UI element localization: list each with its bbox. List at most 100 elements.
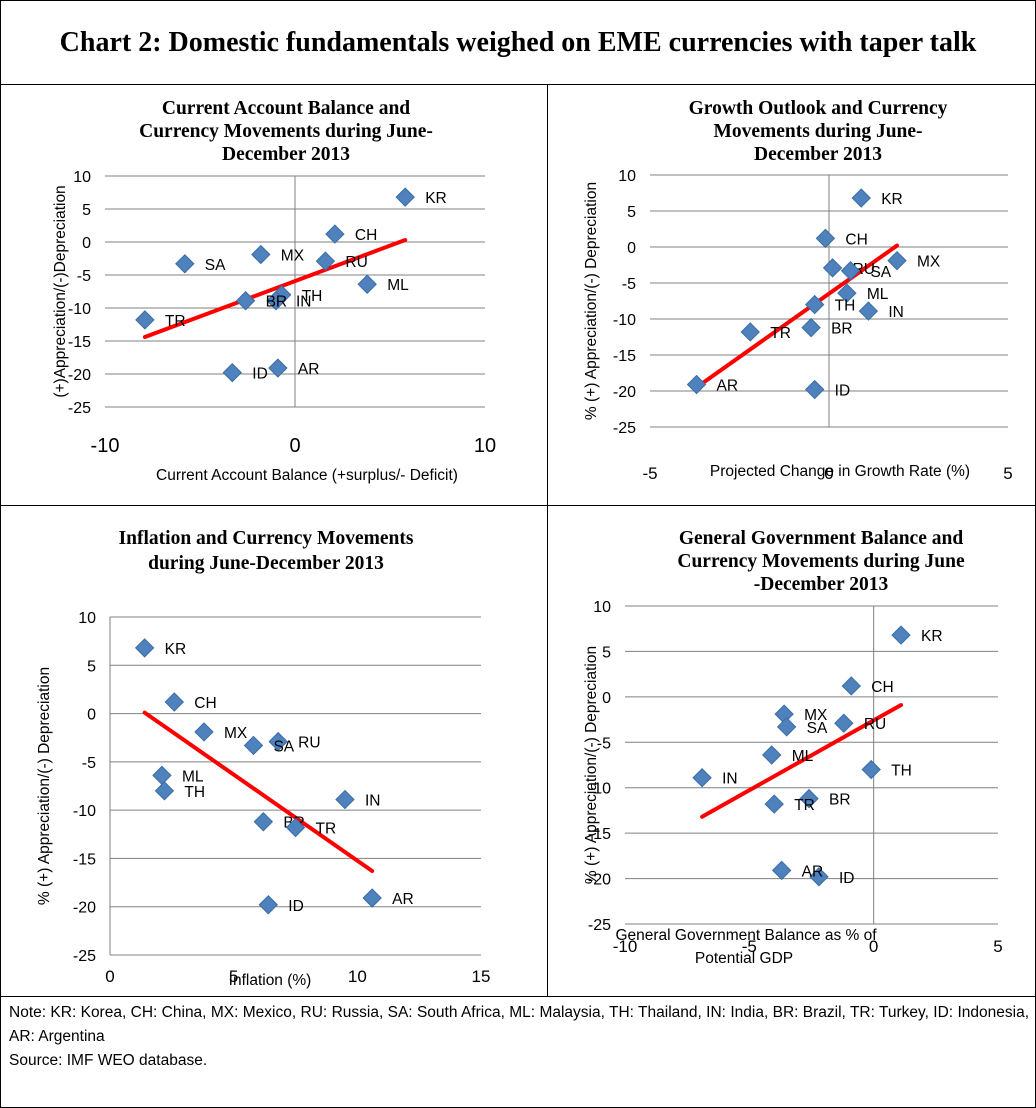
chart-title-line: during June-December 2013 — [148, 553, 384, 574]
chart-title-line: December 2013 — [754, 144, 882, 165]
y-tick-label: -15 — [588, 826, 611, 843]
data-point-ar — [362, 888, 382, 908]
point-label-kr: KR — [881, 191, 903, 208]
y-tick-label: -5 — [82, 755, 96, 772]
data-point-ml — [152, 765, 172, 786]
point-label-tr: TR — [794, 797, 815, 814]
point-label-sa: SA — [807, 720, 828, 737]
data-point-ml — [357, 274, 377, 294]
data-point-kr — [851, 188, 871, 208]
point-label-in: IN — [722, 771, 738, 788]
x-tick-label: -5 — [642, 464, 657, 483]
y-tick-label: -25 — [613, 420, 636, 437]
y-tick-label: -10 — [73, 803, 96, 820]
point-label-ru: RU — [298, 735, 320, 752]
data-point-tr — [285, 817, 306, 838]
data-point-ch — [164, 692, 185, 712]
x-tick-label: -10 — [613, 937, 638, 956]
data-point-ch — [841, 676, 861, 696]
data-point-br — [253, 812, 274, 832]
y-tick-label: 10 — [618, 168, 636, 185]
y-tick-label: 10 — [78, 610, 96, 627]
data-point-ru — [315, 251, 336, 271]
point-label-ru: RU — [853, 261, 875, 278]
point-label-tr: TR — [316, 821, 337, 838]
trendline — [142, 710, 375, 873]
data-point-sa — [776, 717, 797, 737]
point-label-mx: MX — [224, 725, 248, 742]
main-title: Chart 2: Domestic fundamentals weighed o… — [1, 1, 1035, 85]
point-label-id: ID — [835, 383, 851, 400]
x-axis-label: Current Account Balance (+surplus/- Defi… — [156, 467, 458, 484]
chart-title-line: Movements during June- — [713, 121, 922, 142]
y-tick-label: -25 — [68, 400, 91, 417]
data-point-ar — [686, 374, 707, 395]
y-tick-label: -5 — [622, 276, 636, 293]
x-tick-label: 5 — [1003, 464, 1012, 483]
y-axis-label: % (+) Appreciation/(-) Depreciation — [36, 667, 53, 905]
chart-title-line: Currency Movements during June — [677, 551, 965, 572]
point-label-ml: ML — [182, 768, 204, 785]
point-label-in: IN — [365, 793, 381, 810]
data-point-in — [858, 301, 879, 321]
y-tick-label: 10 — [593, 599, 611, 616]
y-tick-label: -25 — [73, 948, 96, 965]
x-tick-label: -5 — [742, 937, 757, 956]
point-label-id: ID — [288, 898, 304, 915]
point-label-th: TH — [891, 763, 912, 780]
y-tick-label: -25 — [588, 917, 611, 934]
data-point-kr — [891, 625, 911, 645]
data-point-id — [222, 362, 243, 383]
point-label-ml: ML — [867, 286, 889, 303]
y-tick-label: 0 — [627, 240, 636, 257]
point-label-br: BR — [831, 321, 853, 338]
data-point-ch — [325, 224, 345, 244]
y-axis-label: (+)Appreciation/(-)Depreciation — [52, 185, 69, 397]
point-label-in: IN — [888, 304, 904, 321]
x-tick-label: 10 — [348, 967, 367, 986]
x-tick-label: 0 — [869, 937, 878, 956]
x-tick-label: 10 — [474, 435, 496, 457]
y-tick-label: 0 — [87, 707, 96, 724]
data-point-ru — [822, 258, 843, 278]
point-label-th: TH — [302, 288, 323, 305]
point-label-mx: MX — [281, 248, 305, 265]
x-tick-label: 5 — [993, 937, 1002, 956]
data-point-kr — [134, 638, 155, 658]
point-label-ch: CH — [845, 231, 867, 248]
panel-government-balance: General Government Balance and Currency M… — [548, 506, 1035, 997]
y-tick-label: 0 — [602, 690, 611, 707]
data-point-th — [154, 781, 175, 801]
y-tick-label: 5 — [87, 658, 96, 675]
chart-title-line: Growth Outlook and Currency — [689, 98, 948, 119]
y-tick-label: -10 — [588, 781, 611, 798]
x-axis-label: General Government Balance as % of — [615, 927, 877, 944]
point-label-id: ID — [839, 870, 855, 887]
chart-title-line: December 2013 — [222, 144, 350, 165]
y-tick-label: -15 — [68, 334, 91, 351]
data-point-ar — [268, 358, 288, 378]
y-tick-label: -5 — [597, 735, 611, 752]
y-tick-label: 10 — [73, 169, 91, 186]
point-label-kr: KR — [165, 641, 187, 658]
point-label-ar: AR — [392, 891, 414, 908]
data-point-br — [235, 291, 256, 311]
panel-inflation: Inflation and Currency Movements during J… — [1, 506, 548, 997]
x-tick-label: 0 — [824, 464, 833, 483]
point-label-br: BR — [266, 294, 288, 311]
chart-title-line: Inflation and Currency Movements — [119, 528, 414, 549]
data-point-kr — [395, 187, 415, 207]
x-tick-label: -10 — [91, 435, 120, 457]
point-label-ch: CH — [355, 227, 377, 244]
point-label-mx: MX — [804, 707, 828, 724]
data-point-ml — [837, 283, 857, 303]
y-tick-label: -5 — [77, 268, 91, 285]
data-point-in — [335, 789, 355, 810]
y-tick-label: -10 — [68, 301, 91, 318]
point-label-sa: SA — [273, 738, 294, 755]
data-point-tr — [740, 322, 760, 342]
y-tick-label: -20 — [68, 367, 91, 384]
data-point-ru — [834, 713, 854, 733]
